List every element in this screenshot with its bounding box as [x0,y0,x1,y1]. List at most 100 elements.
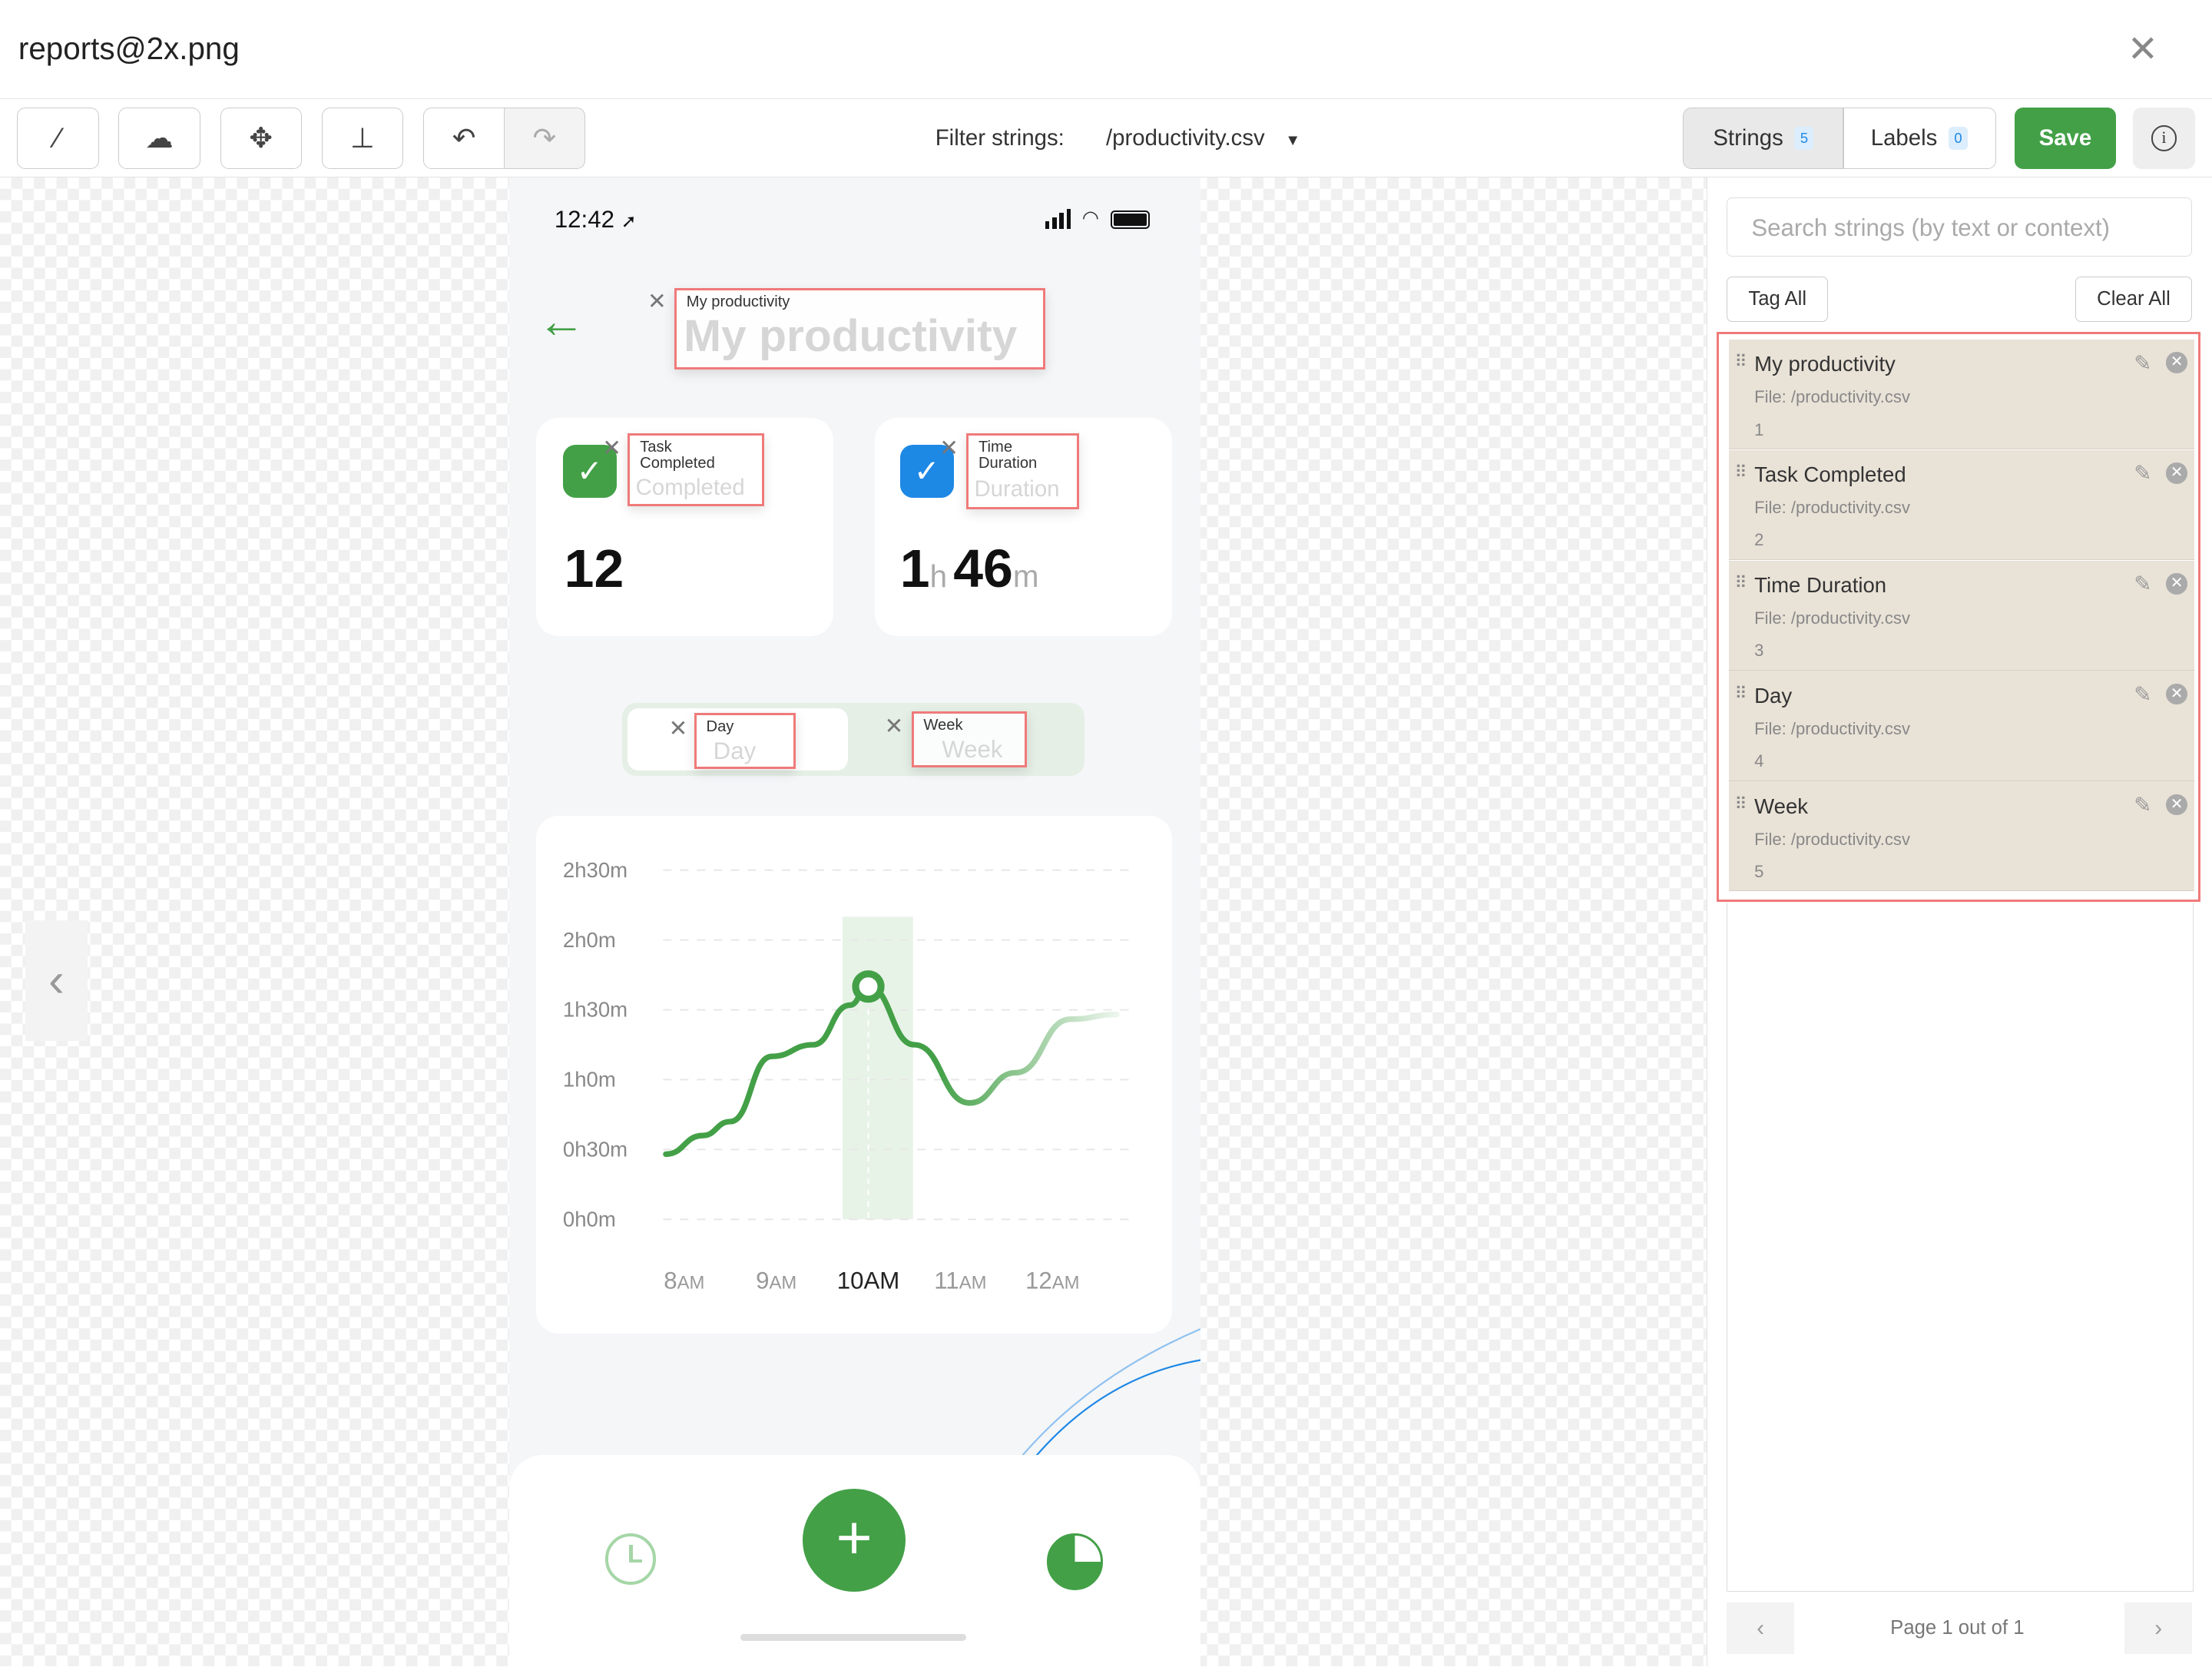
drag-handle-icon[interactable]: ⠿ [1734,352,1747,372]
delete-icon[interactable]: ✕ [2166,683,2188,705]
labels-label: Labels [1870,124,1938,151]
list-frame [1727,903,2194,1592]
filter-select[interactable]: /productivity.csv ▼ [1106,125,1300,151]
move-button[interactable]: ✥ [220,107,303,170]
redo-icon: ↷ [532,122,557,154]
phone-screen: 12:42 ➚ ◠ ← ✕ My productivity My product… [509,177,1201,1667]
duration-card: ✓ 1h 46m [874,417,1173,637]
next-page-button[interactable]: › [2124,1602,2193,1654]
pencil-icon[interactable]: ✎ [2134,572,2152,596]
highlight-point [852,969,885,1003]
brush-button[interactable]: ⊥ [321,107,404,170]
remove-tag-icon[interactable]: ✕ [668,716,688,742]
undo-icon: ↶ [452,122,476,154]
prev-image-button[interactable]: ‹ [25,920,88,1042]
tag-label: My productivity [686,293,790,311]
strings-count-badge: 5 [1794,127,1814,150]
cloud-upload-icon: ☁ [145,122,174,154]
x-tick-label-highlighted: 10AM [837,1267,900,1294]
list-item[interactable]: ⠿ My productivity File: /productivity.cs… [1729,339,2195,450]
upload-button[interactable]: ☁ [118,107,200,170]
pencil-icon[interactable]: ✎ [2134,350,2152,375]
drag-handle-icon[interactable]: ⠿ [1734,462,1747,482]
tag-label: Week [923,717,963,734]
signal-icon [1045,208,1071,229]
magic-wand-icon: ⁄ [55,121,61,154]
y-tick-label: 2h30m [563,858,628,882]
pie-chart-icon[interactable] [1046,1533,1104,1590]
delete-icon[interactable]: ✕ [2166,794,2188,816]
day-label: Day [713,737,757,764]
y-tick-label: 1h0m [563,1067,616,1091]
move-icon: ✥ [249,122,273,154]
list-item[interactable]: ⠿ Task Completed File: /productivity.csv… [1729,449,2195,561]
battery-icon [1110,210,1151,229]
magic-wand-button[interactable]: ⁄ [17,107,99,170]
prev-page-button[interactable]: ‹ [1727,1602,1795,1654]
clock-icon[interactable] [604,1533,657,1585]
home-indicator [740,1633,967,1642]
string-tag-time-duration[interactable]: Time Duration Duration [966,432,1080,510]
add-button[interactable]: + [803,1488,906,1592]
y-tick-label: 0h30m [563,1137,628,1161]
clear-all-button[interactable]: Clear All [2075,276,2193,322]
pencil-icon[interactable]: ✎ [2134,682,2152,707]
labels-count-badge: 0 [1948,127,1968,150]
highlight-band [842,916,913,1219]
string-tag-task-completed[interactable]: Task Completed Completed [628,432,765,507]
undo-button[interactable]: ↶ [423,107,505,170]
bottom-nav: + [509,1454,1201,1667]
location-icon: ➚ [621,211,637,233]
card-label: Completed [635,475,745,501]
check-icon: ✓ [562,444,617,499]
drag-handle-icon[interactable]: ⠿ [1734,683,1747,703]
wifi-icon: ◠ [1081,207,1100,229]
delete-icon[interactable]: ✕ [2166,462,2188,484]
drag-handle-icon[interactable]: ⠿ [1734,794,1747,814]
save-button[interactable]: Save [2014,107,2117,170]
close-icon[interactable]: ✕ [2127,28,2158,70]
list-item[interactable]: ⠿ Time Duration File: /productivity.csv … [1729,560,2195,671]
tag-label: Time Duration [978,439,1038,472]
back-arrow-icon[interactable]: ← [537,294,586,349]
pencil-icon[interactable]: ✎ [2134,461,2152,486]
screen-title: My productivity [684,310,1018,361]
string-file: File: /productivity.csv [1754,829,1910,849]
string-tag-day[interactable]: Day Day [694,712,796,769]
string-tag-week[interactable]: Week Week [911,711,1028,768]
remove-tag-icon[interactable]: ✕ [602,435,621,461]
tag-label: Task Completed [640,439,715,472]
info-button[interactable]: i [2133,107,2195,170]
status-time: 12:42 ➚ [554,206,637,234]
string-number: 4 [1754,751,1764,771]
search-input[interactable]: Search strings (by text or context) [1727,197,2193,257]
tasks-value: 12 [564,538,624,598]
drag-handle-icon[interactable]: ⠿ [1734,573,1747,593]
redo-button[interactable]: ↷ [503,107,586,170]
strings-list: ⠿ My productivity File: /productivity.cs… [1717,331,2201,902]
string-number: 5 [1754,861,1764,881]
string-file: File: /productivity.csv [1754,608,1910,628]
chevron-left-icon: ‹ [48,953,65,1008]
string-name: My productivity [1754,352,1896,376]
toolbar: ⁄ ☁ ✥ ⊥ ↶ ↷ Filter strings: /productivit… [0,99,2212,178]
delete-icon[interactable]: ✕ [2166,352,2188,374]
window-title: reports@2x.png [18,31,240,67]
decorative-curves [1016,1328,1201,1462]
remove-tag-icon[interactable]: ✕ [939,435,959,461]
tag-all-button[interactable]: Tag All [1727,276,1829,322]
tab-strings[interactable]: Strings 5 [1683,107,1844,170]
remove-tag-icon[interactable]: ✕ [647,288,667,314]
tag-label: Day [706,718,734,736]
remove-tag-icon[interactable]: ✕ [884,713,904,739]
delete-icon[interactable]: ✕ [2166,573,2188,595]
y-tick-label: 1h30m [563,997,628,1021]
list-item[interactable]: ⠿ Day File: /productivity.csv 4 ✎ ✕ [1729,671,2195,781]
string-tag-title[interactable]: My productivity My productivity [674,287,1045,370]
string-number: 1 [1754,419,1764,439]
pencil-icon[interactable]: ✎ [2134,792,2152,817]
tab-labels[interactable]: Labels 0 [1842,107,1996,170]
list-item[interactable]: ⠿ Week File: /productivity.csv 5 ✎ ✕ [1729,781,2195,892]
string-name: Week [1754,794,1809,818]
chart-card: 2h30m 2h0m 1h30m 1h0m 0h30m 0h0m 8AM 9AM 10AM 11A… [535,815,1173,1334]
